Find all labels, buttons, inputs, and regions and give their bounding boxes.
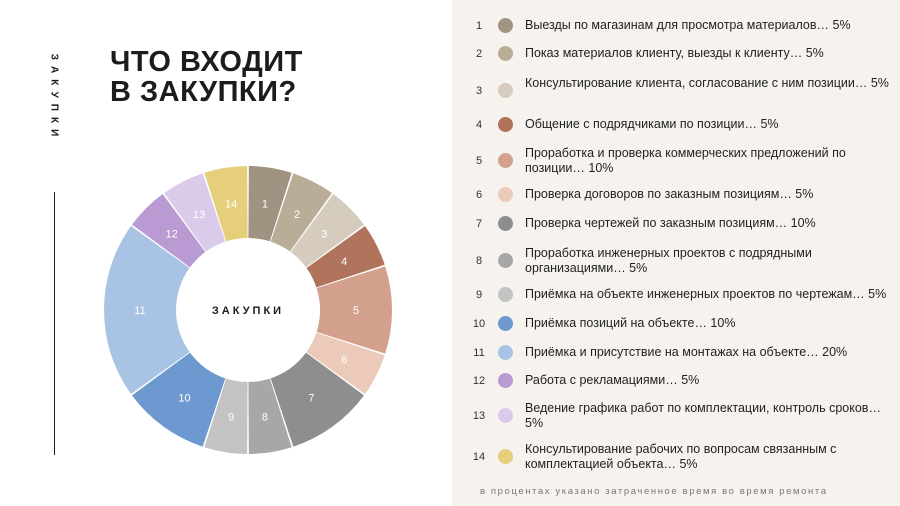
legend-swatch [498, 83, 513, 98]
slice-label-14: 14 [225, 198, 237, 210]
legend-number: 8 [475, 255, 483, 267]
legend-number: 6 [475, 189, 483, 201]
legend-label: Ведение графика работ по комплектации, к… [525, 401, 881, 430]
slice-label-2: 2 [294, 209, 300, 221]
legend-swatch [498, 316, 513, 331]
slice-label-3: 3 [321, 229, 327, 241]
title-line-1: ЧТО ВХОДИТ [110, 46, 303, 78]
donut-slice-6 [306, 332, 385, 394]
legend-label: Проверка договоров по заказным позициям…… [525, 187, 814, 201]
page-title: ЧТО ВХОДИТ В ЗАКУПКИ? [110, 47, 410, 107]
legend-swatch [498, 408, 513, 423]
legend-number: 2 [475, 48, 483, 60]
legend-swatch [498, 253, 513, 268]
donut-slice-8 [248, 378, 292, 454]
donut-slice-12 [132, 194, 206, 268]
legend-label: Проверка чертежей по заказным позициям… … [525, 216, 816, 230]
legend-swatch [498, 345, 513, 360]
legend-number: 10 [472, 318, 486, 330]
legend-label: Приёмка на объекте инженерных проектов п… [525, 287, 887, 301]
slice-label-12: 12 [166, 229, 178, 241]
legend-number: 9 [475, 289, 483, 301]
legend-number: 1 [475, 20, 483, 32]
slice-label-1: 1 [262, 198, 268, 210]
legend-number: 3 [475, 85, 483, 97]
donut-slice-13 [164, 173, 226, 252]
legend-swatch [498, 373, 513, 388]
legend-number: 7 [475, 218, 483, 230]
donut-slice-11 [104, 226, 190, 394]
legend-label: Показ материалов клиенту, выезды к клиен… [525, 46, 824, 60]
donut-slice-5 [316, 266, 393, 354]
donut-slice-14 [204, 166, 248, 242]
slice-label-7: 7 [308, 392, 314, 404]
legend-label: Консультирование клиента, согласование с… [525, 76, 889, 90]
slice-label-6: 6 [341, 354, 347, 366]
side-divider [54, 192, 55, 455]
legend-swatch [498, 117, 513, 132]
legend-number: 13 [472, 410, 486, 422]
donut-slice-4 [306, 226, 385, 288]
donut-slice-1 [248, 166, 292, 242]
donut-slice-9 [204, 378, 248, 454]
slice-label-11: 11 [134, 305, 145, 317]
chart-legend: 1 Выезды по магазинам для просмотра матер… [452, 0, 900, 506]
slice-label-5: 5 [353, 305, 359, 317]
legend-panel: 1 Выезды по магазинам для просмотра матер… [452, 0, 900, 506]
legend-number: 11 [473, 347, 485, 359]
legend-number: 12 [472, 375, 486, 387]
legend-label: Проработка и проверка коммерческих предл… [525, 146, 846, 175]
legend-label: Выезды по магазинам для просмотра матери… [525, 18, 851, 32]
donut-slice-7 [270, 352, 364, 447]
legend-label: Консультирование рабочих по вопросам свя… [525, 442, 837, 471]
legend-swatch [498, 18, 513, 33]
legend-label: Приёмка и присутствие на монтажах на объ… [525, 345, 848, 359]
legend-swatch [498, 449, 513, 464]
legend-number: 4 [475, 119, 483, 131]
donut-slice-10 [132, 352, 226, 447]
legend-swatch [498, 46, 513, 61]
slice-label-9: 9 [228, 412, 234, 424]
legend-swatch [498, 216, 513, 231]
slice-label-4: 4 [341, 256, 347, 268]
donut-center-label: ЗАКУПКИ [212, 305, 284, 317]
legend-label: Работа с рекламациями… 5% [525, 373, 700, 387]
footnote: в процентах указано затраченное время во… [480, 486, 828, 497]
legend-swatch [498, 153, 513, 168]
legend-label: Проработка инженерных проектов с подрядн… [525, 246, 812, 275]
donut-slice-2 [270, 173, 332, 252]
donut-slice-3 [290, 194, 364, 268]
legend-label: Приёмка позиций на объекте… 10% [525, 316, 736, 330]
slice-label-10: 10 [178, 392, 190, 404]
legend-swatch [498, 287, 513, 302]
legend-number: 14 [472, 451, 486, 463]
slice-label-13: 13 [193, 209, 205, 221]
title-line-2: В ЗАКУПКИ? [110, 76, 297, 108]
slice-label-8: 8 [262, 412, 268, 424]
legend-label: Общение с подрядчиками по позиции… 5% [525, 117, 779, 131]
legend-swatch [498, 187, 513, 202]
legend-number: 5 [475, 155, 483, 167]
